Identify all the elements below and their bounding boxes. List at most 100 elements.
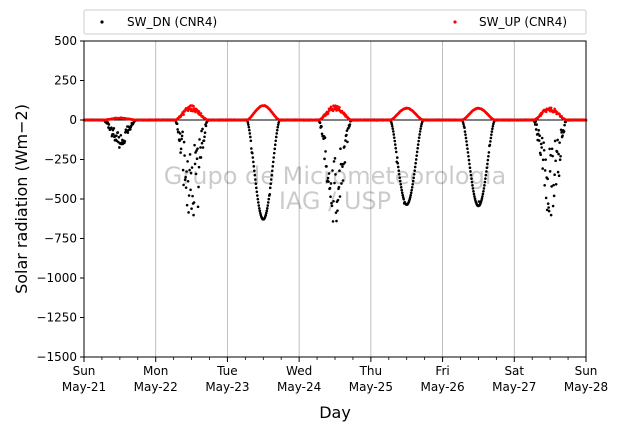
point-sw-dn xyxy=(337,185,341,189)
point-sw-dn xyxy=(467,154,470,158)
point-sw-dn xyxy=(271,160,275,164)
point-sw-dn xyxy=(190,207,193,210)
point-sw-dn xyxy=(482,189,485,193)
point-sw-dn xyxy=(265,209,269,213)
point-sw-dn xyxy=(320,132,324,136)
point-sw-dn xyxy=(204,124,208,128)
point-sw-dn xyxy=(267,197,271,201)
point-sw-dn xyxy=(390,124,394,128)
point-sw-dn xyxy=(537,129,540,132)
point-sw-dn xyxy=(544,196,548,200)
point-sw-dn xyxy=(112,127,116,130)
gridlines xyxy=(155,41,515,357)
point-sw-dn xyxy=(467,158,471,162)
point-sw-dn xyxy=(331,169,334,172)
point-sw-dn xyxy=(115,134,118,137)
point-sw-dn xyxy=(175,122,179,126)
point-sw-dn xyxy=(112,133,115,136)
point-sw-dn xyxy=(554,183,558,186)
point-sw-dn xyxy=(188,153,192,156)
point-sw-dn xyxy=(336,209,339,212)
point-sw-dn xyxy=(470,177,473,180)
point-sw-dn xyxy=(487,154,490,158)
point-sw-dn xyxy=(418,133,421,136)
point-sw-dn xyxy=(269,182,273,186)
point-sw-dn xyxy=(250,147,253,150)
point-sw-dn xyxy=(320,125,323,128)
point-sw-dn xyxy=(393,139,397,143)
point-sw-dn xyxy=(246,121,250,124)
point-sw-dn xyxy=(249,139,253,143)
x-tick-date: May-21 xyxy=(62,380,106,394)
point-sw-dn xyxy=(396,161,400,165)
point-sw-dn xyxy=(331,220,335,223)
point-sw-dn xyxy=(393,143,397,146)
point-sw-up xyxy=(190,107,193,111)
point-sw-dn xyxy=(186,179,190,183)
point-sw-dn xyxy=(537,139,541,142)
point-sw-dn xyxy=(265,207,269,210)
point-sw-dn xyxy=(408,196,412,199)
point-sw-dn xyxy=(490,133,493,136)
point-sw-dn xyxy=(276,123,280,126)
point-sw-dn xyxy=(341,179,345,182)
x-tick-day: Tue xyxy=(216,364,238,378)
point-sw-dn xyxy=(201,146,205,149)
point-sw-dn xyxy=(398,176,402,180)
point-sw-dn xyxy=(542,141,545,144)
point-sw-dn xyxy=(410,186,414,189)
point-sw-dn xyxy=(473,195,476,198)
point-sw-dn xyxy=(417,136,421,139)
point-sw-dn xyxy=(270,169,274,173)
point-sw-up xyxy=(192,104,195,108)
point-sw-dn xyxy=(345,129,349,132)
point-sw-up xyxy=(334,104,337,108)
point-sw-dn xyxy=(256,194,259,197)
point-sw-dn xyxy=(106,121,110,124)
point-sw-dn xyxy=(469,173,473,177)
point-sw-dn xyxy=(481,192,485,196)
point-sw-dn xyxy=(346,140,349,144)
point-sw-dn xyxy=(255,190,259,194)
y-tick-label: −750 xyxy=(44,232,77,246)
point-sw-dn xyxy=(329,195,332,198)
point-sw-dn xyxy=(561,134,564,137)
point-sw-up xyxy=(326,112,330,115)
point-sw-dn xyxy=(192,213,195,217)
point-sw-dn xyxy=(196,147,199,150)
point-sw-dn xyxy=(401,193,405,197)
point-sw-dn xyxy=(546,202,550,205)
point-sw-up xyxy=(544,110,548,114)
point-sw-dn xyxy=(183,154,186,157)
point-sw-dn xyxy=(548,147,551,151)
point-sw-up xyxy=(329,105,333,109)
x-tick-date: May-27 xyxy=(492,380,536,394)
y-tick-label: −500 xyxy=(44,192,77,206)
point-sw-dn xyxy=(550,185,553,188)
point-sw-dn xyxy=(397,172,401,176)
point-sw-dn xyxy=(413,165,417,169)
plot-area: Grupo de Micrometeorologia IAG / USP xyxy=(82,40,588,358)
point-sw-dn xyxy=(419,127,422,130)
point-sw-dn xyxy=(247,123,250,126)
point-sw-dn xyxy=(198,138,201,141)
point-sw-dn xyxy=(491,124,495,128)
point-sw-dn xyxy=(330,201,333,205)
point-sw-dn xyxy=(118,146,121,149)
point-sw-dn xyxy=(557,152,560,156)
point-sw-dn xyxy=(560,131,563,134)
point-sw-dn xyxy=(251,156,255,159)
point-sw-dn xyxy=(253,173,257,177)
point-sw-dn xyxy=(258,207,261,210)
point-sw-dn xyxy=(418,130,422,133)
point-sw-dn xyxy=(193,143,196,147)
x-axis: Sun May-21 Mon May-22 Tue May-23 Wed May-24 Thu M… xyxy=(62,357,608,394)
point-sw-dn xyxy=(553,173,556,177)
y-tick-label: 250 xyxy=(54,74,77,88)
point-sw-dn xyxy=(540,146,543,149)
point-sw-dn xyxy=(399,186,403,189)
point-sw-dn xyxy=(180,137,183,141)
point-sw-dn xyxy=(248,128,251,132)
x-tick-day: Mon xyxy=(143,364,168,378)
point-sw-dn xyxy=(547,209,551,213)
